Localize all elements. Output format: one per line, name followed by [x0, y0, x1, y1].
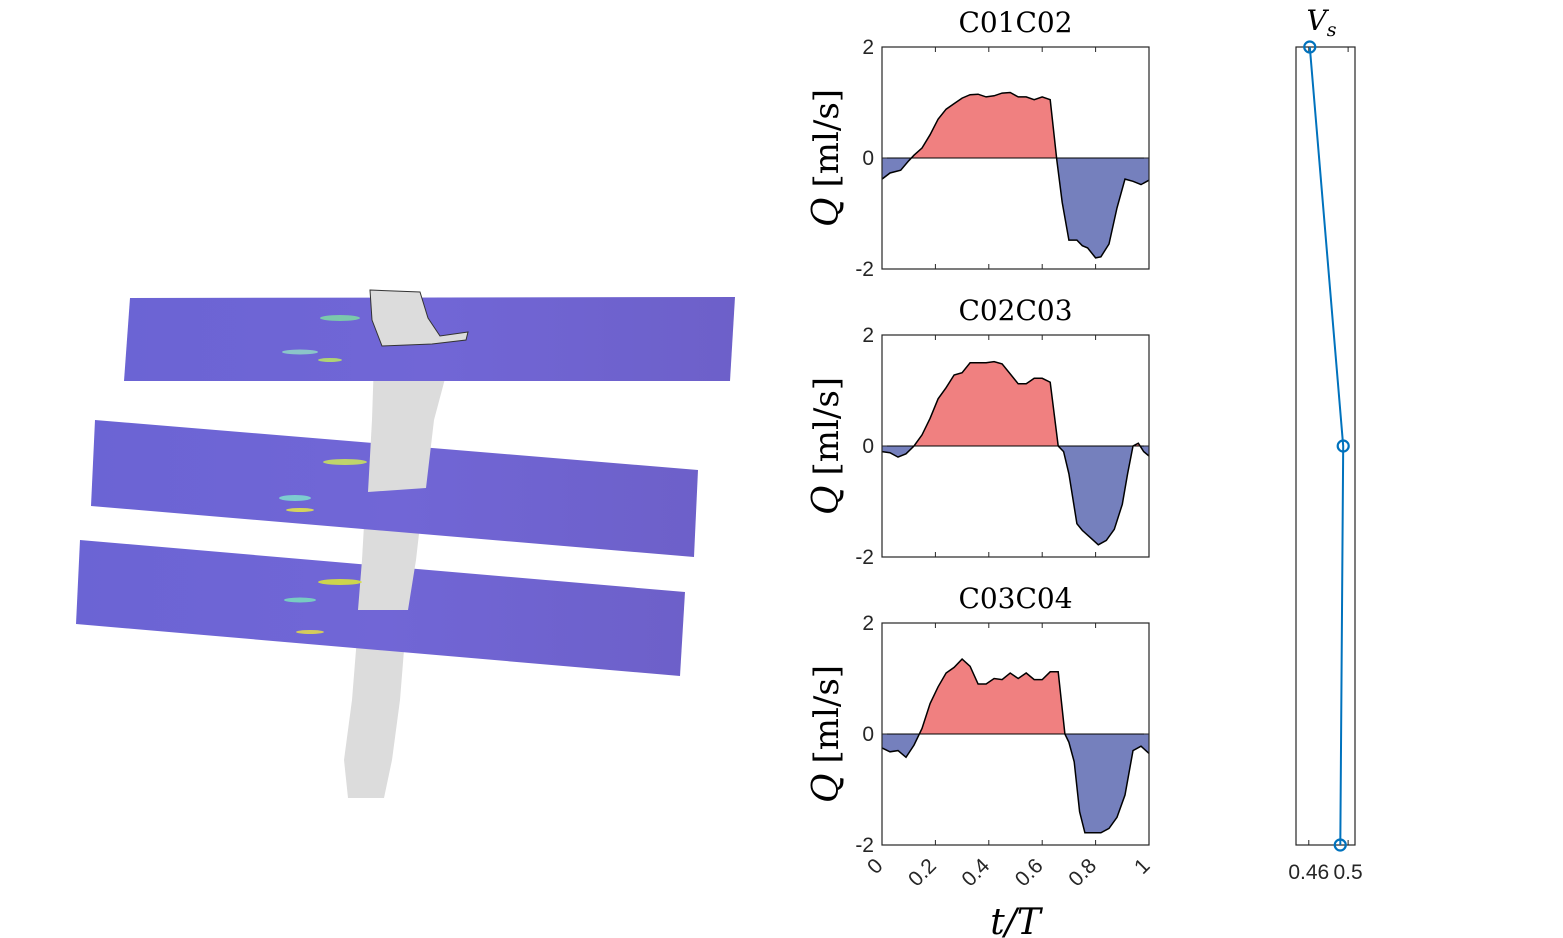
chart-title: C03C04 — [958, 582, 1072, 615]
vs-marker — [1303, 40, 1317, 54]
vs-title-symbol: V — [1307, 4, 1330, 37]
vs-marker — [1336, 439, 1350, 453]
negative-flow-area-3 — [1058, 446, 1133, 545]
vessel-3d-render — [76, 289, 735, 798]
x-tick-label: 0.46 — [1288, 861, 1329, 884]
vessel-top — [369, 289, 469, 347]
y-axis-label: Q [ml/s] — [806, 89, 847, 227]
y-tick-label: 2 — [862, 324, 874, 347]
x-tick-label: 0.2 — [904, 854, 941, 891]
y-tick-label: 0 — [862, 435, 874, 458]
y-tick-label: 2 — [862, 36, 874, 59]
y-tick-label: 2 — [862, 612, 874, 635]
flow-chart-2: 2 0 -2 C02C03 Q [ml/s] — [806, 294, 1150, 569]
y-axis-symbol: Q — [806, 486, 847, 516]
y-tick-label: -2 — [855, 834, 874, 857]
y-axis-unit: [ml/s] — [807, 89, 847, 188]
y-tick-label: -2 — [855, 546, 874, 569]
y-axis-unit: [ml/s] — [807, 377, 847, 476]
vs-line — [1308, 46, 1345, 846]
positive-flow-area-2 — [919, 659, 1065, 734]
x-axis-label: t/T — [990, 902, 1044, 938]
x-tick-label: 1 — [1130, 854, 1155, 879]
vs-chart: 0.46 0.5 Vs — [1288, 4, 1362, 884]
flow-curve — [881, 360, 1150, 546]
negative-flow-area-1 — [882, 446, 914, 458]
y-tick-label: -2 — [855, 258, 874, 281]
y-axis-label: Q [ml/s] — [806, 377, 847, 515]
positive-flow-area-2 — [911, 92, 1057, 158]
x-tick-label: 0.8 — [1064, 854, 1101, 891]
flow-curve — [881, 658, 1150, 834]
vs-marker — [1333, 838, 1347, 852]
chart-title: C01C02 — [958, 6, 1072, 39]
y-axis-unit: [ml/s] — [807, 665, 847, 764]
vs-title: Vs — [1307, 4, 1337, 41]
y-axis-label: Q [ml/s] — [806, 665, 847, 803]
y-tick-label: 0 — [862, 147, 874, 170]
flow-speckles — [279, 315, 367, 634]
negative-flow-area-3 — [1064, 734, 1149, 833]
vs-title-subscript: s — [1327, 19, 1337, 41]
negative-flow-area-1 — [882, 158, 912, 180]
x-tick-label: 0.4 — [957, 854, 994, 891]
x-tick-label: 0.6 — [1011, 854, 1048, 891]
chart-title: C02C03 — [958, 294, 1072, 327]
y-axis-symbol: Q — [806, 198, 847, 228]
y-tick-label: 0 — [862, 723, 874, 746]
x-tick-label: 0 — [863, 854, 888, 879]
flow-chart-1: 2 0 -2 C01C02 Q [ml/s] — [806, 6, 1150, 281]
flow-curve — [881, 91, 1150, 259]
y-axis-symbol: Q — [806, 774, 847, 804]
x-tick-label: 0.5 — [1334, 861, 1363, 884]
negative-flow-area-3 — [1056, 158, 1149, 258]
axes-box — [1295, 46, 1356, 846]
